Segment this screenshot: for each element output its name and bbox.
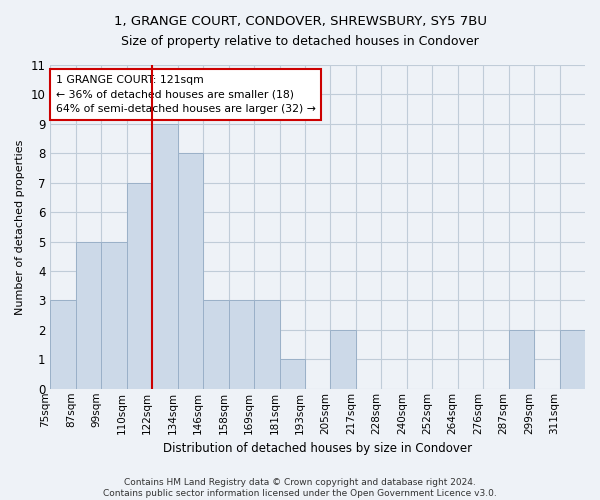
- Bar: [76, 242, 101, 389]
- Bar: [101, 242, 127, 389]
- Y-axis label: Number of detached properties: Number of detached properties: [15, 139, 25, 314]
- Bar: [178, 154, 203, 389]
- Bar: [203, 300, 229, 389]
- Bar: [280, 360, 305, 389]
- X-axis label: Distribution of detached houses by size in Condover: Distribution of detached houses by size …: [163, 442, 472, 455]
- Bar: [50, 300, 76, 389]
- Text: 1 GRANGE COURT: 121sqm
← 36% of detached houses are smaller (18)
64% of semi-det: 1 GRANGE COURT: 121sqm ← 36% of detached…: [56, 74, 316, 114]
- Text: Size of property relative to detached houses in Condover: Size of property relative to detached ho…: [121, 35, 479, 48]
- Bar: [152, 124, 178, 389]
- Bar: [254, 300, 280, 389]
- Bar: [509, 330, 534, 389]
- Text: 1, GRANGE COURT, CONDOVER, SHREWSBURY, SY5 7BU: 1, GRANGE COURT, CONDOVER, SHREWSBURY, S…: [113, 15, 487, 28]
- Bar: [560, 330, 585, 389]
- Bar: [229, 300, 254, 389]
- Bar: [127, 182, 152, 389]
- Bar: [331, 330, 356, 389]
- Text: Contains HM Land Registry data © Crown copyright and database right 2024.
Contai: Contains HM Land Registry data © Crown c…: [103, 478, 497, 498]
